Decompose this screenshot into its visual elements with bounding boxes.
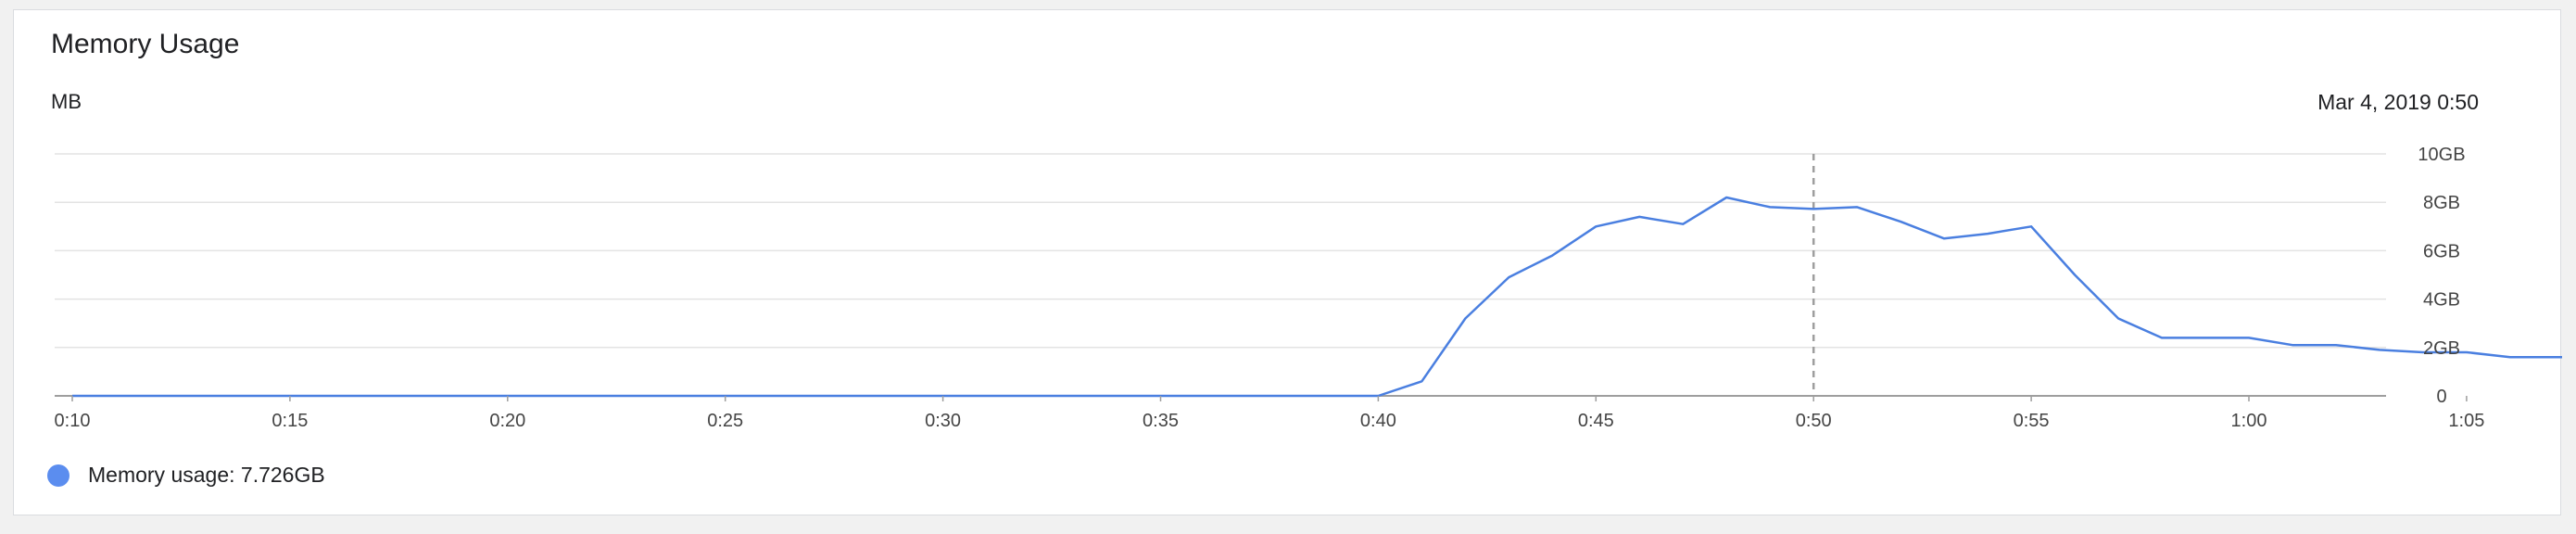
series-line-0: [72, 196, 2562, 398]
y-tick-label-8: 8GB: [2423, 193, 2460, 213]
x-axis-ticks: 0:10 0:15 0:20 0:25 0:30 0:35 0:40 0:45 0:50 0:55…: [55, 396, 2484, 431]
y-tick-label-10: 10GB: [2418, 145, 2465, 165]
hover-timestamp: Mar 4, 2019 0:50: [2317, 90, 2479, 114]
x-tick-label-1:00: 1:00: [2231, 411, 2267, 431]
x-tick-label-0:20: 0:20: [489, 411, 525, 431]
y-axis-ticks: 0 2GB 4GB 6GB 8GB 10GB: [2418, 145, 2465, 407]
x-tick-label-1:05: 1:05: [2448, 411, 2484, 431]
y-tick-label-2: 2GB: [2423, 338, 2460, 359]
x-tick-label-0:15: 0:15: [271, 411, 308, 431]
y-tick-label-6: 6GB: [2423, 241, 2460, 261]
gridlines: [55, 153, 2386, 397]
unit-label: MB: [51, 90, 82, 113]
x-tick-label-0:30: 0:30: [925, 411, 961, 431]
x-tick-label-0:50: 0:50: [1796, 411, 1832, 431]
x-tick-label-0:35: 0:35: [1143, 411, 1179, 431]
series-group: [72, 196, 2562, 398]
x-tick-label-0:55: 0:55: [2014, 411, 2050, 431]
legend-dot-icon: [47, 464, 69, 487]
y-tick-label-0: 0: [2436, 387, 2446, 407]
legend: Memory usage: 7.726GB: [47, 463, 325, 488]
chart-title: Memory Usage: [51, 29, 240, 59]
memory-usage-card: Memory Usage MB Mar 4, 2019 0:50 0 2GB 4GB…: [13, 9, 2562, 516]
x-tick-label-0:45: 0:45: [1578, 411, 1614, 431]
x-tick-label-0:25: 0:25: [707, 411, 743, 431]
legend-label: Memory usage: 7.726GB: [88, 463, 325, 487]
x-tick-label-0:40: 0:40: [1360, 411, 1396, 431]
y-tick-label-4: 4GB: [2423, 290, 2460, 311]
x-tick-label-0:10: 0:10: [55, 411, 91, 431]
